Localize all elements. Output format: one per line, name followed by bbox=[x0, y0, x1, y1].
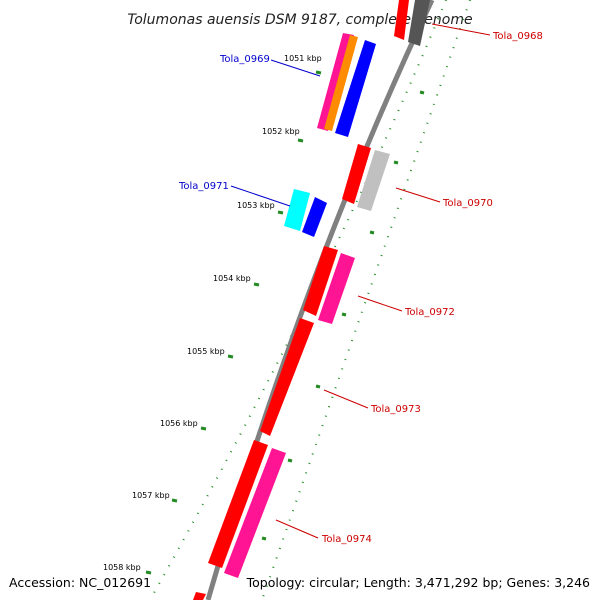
gene-label-tola-0971[interactable]: Tola_0971 bbox=[178, 181, 229, 192]
gene-tola-0974-red bbox=[208, 440, 268, 568]
kbp-label-1058: 1058 kbp bbox=[103, 563, 141, 572]
inner-ticks bbox=[261, 90, 425, 541]
kbp-label-1054: 1054 kbp bbox=[213, 274, 251, 283]
gene-label-tola-0972[interactable]: Tola_0972 bbox=[404, 307, 455, 318]
label-leaders bbox=[230, 23, 491, 539]
outer-dotted-guide bbox=[149, 0, 447, 600]
kbp-label-1053: 1053 kbp bbox=[237, 201, 275, 210]
gene-label-tola-0968[interactable]: Tola_0968 bbox=[492, 31, 543, 42]
gene-tola-0969-blue bbox=[335, 40, 376, 137]
gene-tola-0972-red bbox=[303, 246, 338, 316]
kbp-label-1056: 1056 kbp bbox=[160, 419, 198, 428]
gene-tola-0968 bbox=[394, 0, 409, 40]
gene-tola-0971-blue bbox=[302, 197, 327, 237]
gene-tola-0970-gray bbox=[357, 150, 390, 211]
gene-tola-0971-cyan bbox=[284, 189, 310, 231]
genes bbox=[193, 0, 430, 600]
kbp-label-1051: 1051 kbp bbox=[284, 54, 322, 63]
gene-partial-bottom bbox=[193, 592, 206, 600]
gene-tola-0974-magenta bbox=[224, 448, 286, 578]
kbp-label-1052: 1052 kbp bbox=[262, 127, 300, 136]
kbp-ticks bbox=[145, 70, 322, 575]
map-title: Tolumonas auensis DSM 9187, complete gen… bbox=[127, 12, 472, 28]
accession-text: Accession: NC_012691 bbox=[9, 575, 151, 590]
gene-tola-0969-orange bbox=[324, 35, 358, 131]
gene-label-tola-0973[interactable]: Tola_0973 bbox=[370, 404, 421, 415]
gene-tola-0970-red bbox=[342, 144, 371, 204]
kbp-label-1055: 1055 kbp bbox=[187, 347, 225, 356]
gene-label-tola-0974[interactable]: Tola_0974 bbox=[321, 534, 372, 545]
gene-label-tola-0970[interactable]: Tola_0970 bbox=[442, 198, 493, 209]
genome-summary-text: Topology: circular; Length: 3,471,292 bp… bbox=[246, 575, 590, 590]
gene-label-tola-0969[interactable]: Tola_0969 bbox=[219, 54, 270, 65]
guide-spacer bbox=[155, 0, 426, 600]
gene-tola-0968-outer bbox=[408, 0, 430, 46]
inner-dotted-guide bbox=[261, 0, 471, 600]
gene-tola-0973 bbox=[260, 318, 314, 436]
kbp-label-1057: 1057 kbp bbox=[132, 491, 170, 500]
gene-tola-0972-magenta bbox=[318, 253, 355, 324]
